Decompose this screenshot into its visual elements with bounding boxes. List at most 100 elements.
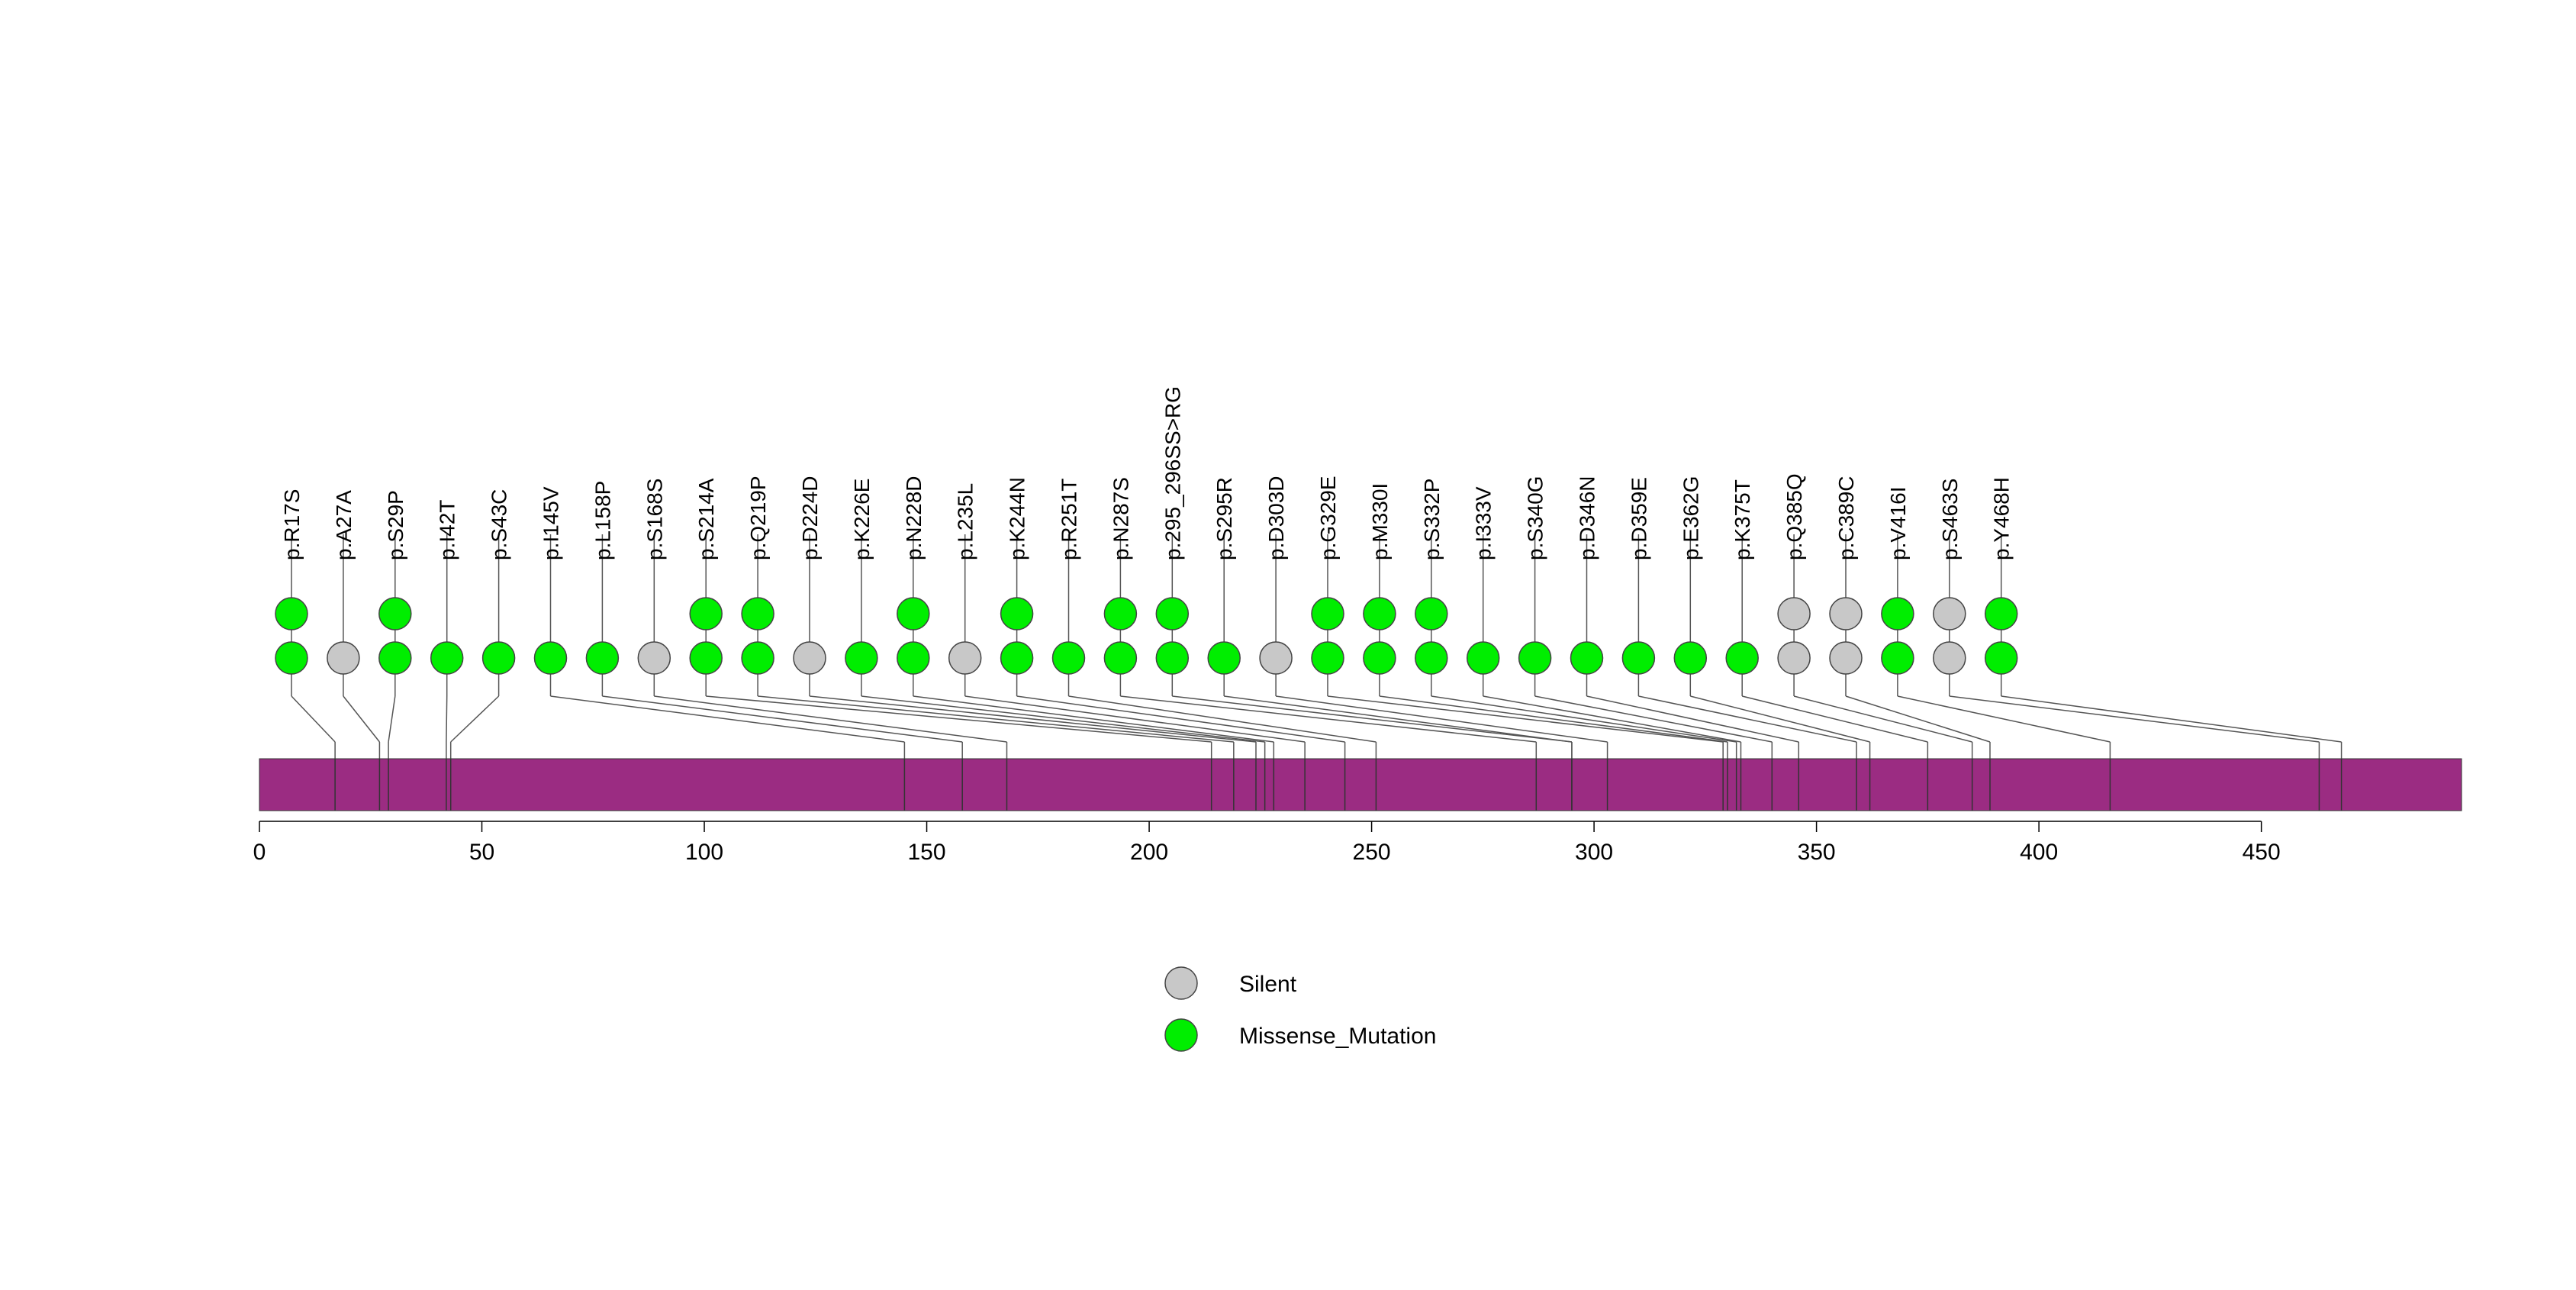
axis-tick-label: 350 (1798, 840, 1836, 865)
mutation-label: p.Q219P (746, 476, 770, 560)
mutation-point (1103, 641, 1138, 675)
mutation-point (378, 641, 412, 675)
mutation-point (378, 597, 412, 630)
mutation-label: p.I333V (1472, 486, 1496, 560)
legend-swatch (1164, 1018, 1198, 1052)
mutation-point (1415, 597, 1448, 630)
mutation-point (793, 641, 826, 675)
connector-diagonal (1793, 695, 1972, 743)
mutation-point (1000, 641, 1034, 675)
connector-diagonal (758, 695, 1234, 743)
mutation-point (1829, 641, 1863, 675)
connector-diagonal (343, 695, 381, 743)
mutation-point (481, 641, 516, 675)
legend-swatch (1164, 966, 1198, 1000)
mutation-label: p.S43C (488, 489, 511, 560)
axis-tick-label: 100 (685, 840, 723, 865)
mutation-label: p.K244N (1006, 477, 1029, 560)
mutation-point (1103, 597, 1138, 630)
mutation-label: p.S463S (1938, 479, 1962, 560)
mutation-point (275, 641, 308, 675)
mutation-label: p.V416I (1886, 486, 1910, 560)
mutation-point (1673, 641, 1708, 675)
mutation-label: p.D303D (1264, 476, 1288, 560)
connector-diagonal (602, 695, 963, 743)
x-axis: 0 50 100 150 200 250 300 350 400 450 (253, 821, 2281, 865)
mutation-point (1259, 641, 1293, 675)
mutation-label: p.S295R (1212, 477, 1236, 560)
connector-diagonal (1742, 695, 1928, 743)
legend-label: Missense_Mutation (1239, 1024, 1436, 1049)
mutation-label: p.G329E (1316, 476, 1340, 560)
mutation-point (1725, 641, 1759, 675)
mutation-point (430, 641, 464, 675)
mutation-point (1000, 597, 1034, 630)
connector-diagonal (450, 695, 500, 743)
axis-tick-label: 150 (908, 840, 946, 865)
mutation-point (741, 597, 774, 630)
mutation-point (1570, 641, 1604, 675)
mutation-label: p.L235L (954, 483, 977, 560)
mutation-point (1829, 597, 1863, 630)
mutation-label: p.295_296SS>RG (1161, 386, 1184, 560)
connector-diagonal (1897, 695, 2111, 743)
mutation-point (1621, 641, 1656, 675)
mutation-point (689, 597, 723, 630)
mutation-label: p.S340G (1524, 476, 1547, 560)
mutation-point (1466, 641, 1500, 675)
mutation-points (275, 597, 2018, 675)
connector-diagonal (1016, 695, 1345, 743)
connector-diagonal (706, 695, 1212, 743)
mutation-point (845, 641, 878, 675)
connector-diagonal (809, 695, 1257, 743)
connector-diagonal (550, 695, 905, 743)
axis-tick-label: 50 (469, 840, 494, 865)
mutation-point (327, 641, 360, 675)
mutation-point (1984, 641, 2018, 675)
mutation-point (1415, 641, 1448, 675)
legend-label: Silent (1239, 972, 1297, 997)
connector-diagonal (1483, 695, 1741, 743)
mutation-label: p.D359E (1627, 477, 1650, 560)
mutation-label: p.D346N (1576, 476, 1599, 560)
mutation-point (1881, 597, 1914, 630)
connector-diagonal (1534, 695, 1773, 743)
axis-tick-label: 200 (1130, 840, 1168, 865)
axis-tick-label: 0 (253, 840, 266, 865)
mutation-point (1984, 597, 2018, 630)
mutation-point (741, 641, 774, 675)
axis-tick-label: 450 (2243, 840, 2281, 865)
mutation-point (1777, 641, 1811, 675)
connector-diagonal (964, 695, 1306, 743)
mutation-point (1051, 641, 1086, 675)
mutation-point (689, 641, 723, 675)
mutation-label: p.S29P (384, 490, 407, 560)
mutation-label: p.S168S (642, 479, 666, 560)
mutation-point (1155, 597, 1190, 630)
connector-diagonal (1431, 695, 1737, 743)
mutation-point (897, 641, 930, 675)
mutation-label: p.S214A (694, 478, 718, 560)
mutation-point (1881, 641, 1914, 675)
mutation-label: p.R17S (280, 489, 304, 560)
mutation-point (1518, 641, 1552, 675)
mutation-label: p.C389C (1834, 476, 1858, 560)
connector-diagonal (1638, 695, 1857, 743)
mutation-point (585, 641, 620, 675)
connector-diagonal (1845, 695, 1991, 743)
position-marks (334, 759, 2343, 811)
mutation-label: p.A27A (332, 490, 356, 560)
mutation-point (1933, 597, 1966, 630)
mutation-label: p.R251T (1058, 479, 1081, 560)
mutation-label: p.E362G (1679, 476, 1702, 560)
connector-diagonal (291, 695, 336, 743)
connector-diagonal (861, 695, 1265, 743)
mutation-point (1933, 641, 1966, 675)
connector-diagonal (1172, 695, 1573, 743)
connector-diagonal (654, 695, 1007, 743)
mutation-label: p.D224D (798, 476, 822, 560)
mutation-label: p.K375T (1731, 479, 1754, 560)
mutation-point (1777, 597, 1811, 630)
mutation-point (637, 641, 671, 675)
